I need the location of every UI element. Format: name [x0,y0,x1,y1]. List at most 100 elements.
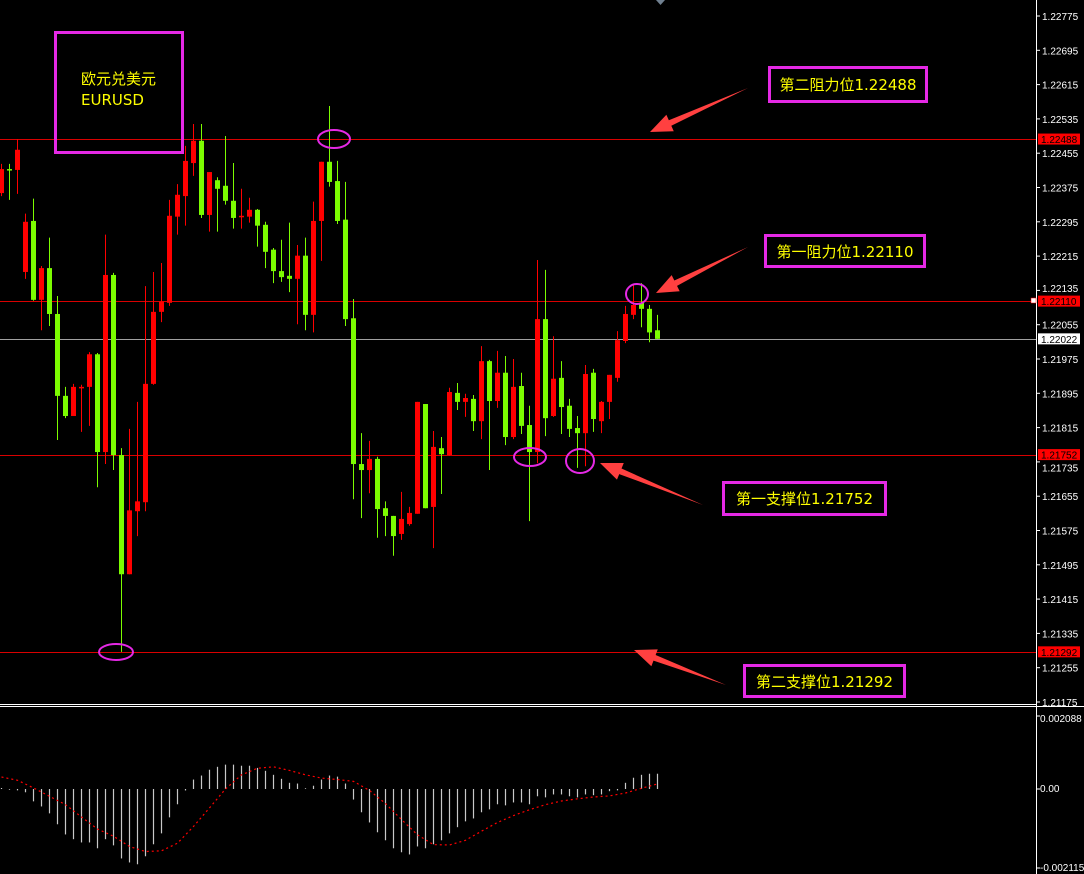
bear-candle [95,352,100,488]
candle-body [631,304,636,315]
candle-body [247,209,252,217]
candle-body [407,512,412,525]
price-tag [1038,133,1080,145]
candle-body [423,404,428,509]
axis-tick-label: 1.21175 [1042,698,1078,709]
chart-shift-triangle-icon[interactable] [656,0,665,5]
candle-body [479,361,484,422]
candle-body [535,319,540,453]
level-lines [0,139,1036,653]
candle-body [279,271,284,278]
bull-candle [447,387,452,456]
markers [98,129,649,661]
candle-body [95,354,100,453]
symbol-box: 欧元兑美元 EURUSD [54,31,184,154]
candle-body [15,149,20,170]
bear-candle [215,177,220,232]
symbol-code: EURUSD [81,91,144,109]
bear-candle [31,198,36,301]
price-tag-label: 1.22022 [1041,335,1078,346]
bull-candle [207,172,212,232]
candle-body [63,395,68,417]
bull-candle [39,265,44,331]
candle-body [639,302,644,309]
bull-candle [0,163,4,197]
price-tag [1038,449,1080,461]
axis-tick-label: 1.22135 [1042,284,1079,295]
candle-body [575,428,580,434]
bull-candle [615,331,620,382]
candle-body [71,386,76,417]
candle-body [87,354,92,387]
candle-body [183,160,188,197]
candle-body [351,318,356,465]
price-tag-label: 1.22488 [1041,135,1078,146]
candle-body [167,215,172,303]
bear-candle [471,395,476,432]
candle-body [527,425,532,453]
axis-tick-label: 1.22775 [1042,12,1079,23]
bear-candle [575,416,580,468]
candle-body [551,378,556,417]
axis-tick-label: 1.21255 [1042,664,1079,675]
bear-candle [63,386,68,419]
bear-candle [55,295,60,441]
bull-candle [135,401,140,537]
candle-body [143,383,148,503]
bull-candle [463,393,468,417]
candle-body [103,274,108,453]
bull-candle [511,359,516,440]
resistance-1-label: 第一阻力位1.22110 [764,234,926,268]
candle-body [303,255,308,315]
candle-body [295,255,300,279]
axis-tick-label: 1.22295 [1042,218,1079,229]
bull-candle [295,244,300,325]
bull-candle [247,197,252,223]
price-tag [1038,646,1080,658]
macd-axis-label: 0.002088 [1040,714,1082,725]
bull-candle [631,283,636,320]
bear-candle [255,208,260,247]
axis-tick-label: 1.22375 [1042,184,1079,195]
bear-candle [351,298,356,500]
bear-candle [271,247,276,284]
axis-tick-label: 1.22535 [1042,115,1079,126]
bear-candle [375,456,380,538]
bear-candle [391,515,396,556]
candle-body [119,455,124,575]
candle-body [519,386,524,426]
bull-candle [407,506,412,526]
candle-body [503,372,508,438]
price-tag-label: 1.21292 [1041,648,1078,659]
candle-body [615,340,620,378]
candle-body [319,161,324,221]
candle-body [215,180,220,189]
candle-body [471,398,476,422]
bear-candle [343,181,348,326]
candle-body [383,508,388,516]
bull-candle [239,188,244,229]
bear-candle [655,314,660,339]
axis-tick-label: 1.22455 [1042,149,1079,160]
macd-axis-label: 0.00 [1040,784,1060,795]
candle-body [191,140,196,164]
candle-body [159,301,164,312]
bear-candle [527,405,532,522]
macd-signal-line [1,766,658,853]
marker-circle [625,283,649,305]
bear-candle [487,359,492,471]
resistance-2-label: 第二阻力位1.22488 [768,66,928,103]
bear-candle [503,355,508,446]
bull-candle [415,401,420,514]
macd-panel [0,764,659,865]
bear-candle [591,368,596,432]
axis-tick-label: 1.21895 [1042,389,1079,400]
candle-body [271,249,276,272]
candle-body [23,221,28,272]
candle-body [127,510,132,575]
candle-body [455,392,460,402]
price-tag-label: 1.22110 [1041,297,1077,308]
candle-body [623,313,628,341]
candle-body [47,268,52,314]
